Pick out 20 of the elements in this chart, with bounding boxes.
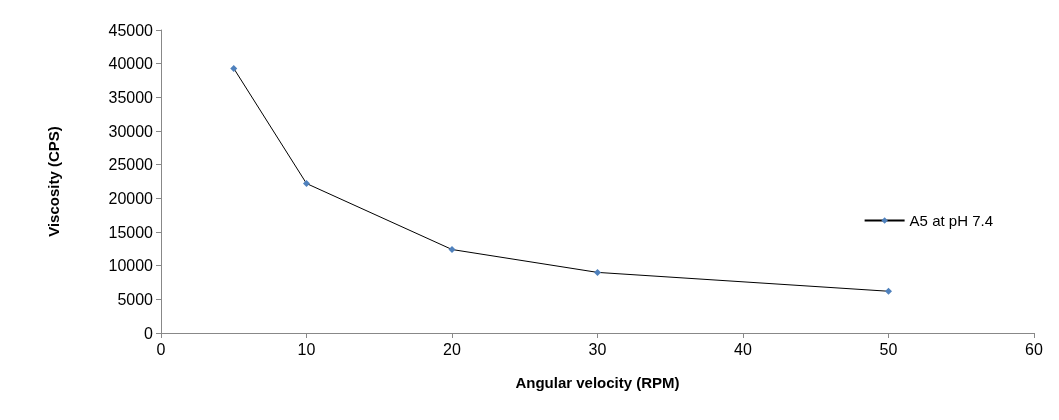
y-tick-label: 25000 bbox=[108, 156, 154, 174]
x-tick-label: 50 bbox=[879, 340, 898, 358]
y-axis-title: Viscosity (CPS) bbox=[45, 126, 62, 237]
y-tick-label: 5000 bbox=[117, 290, 154, 308]
y-tick-label: 30000 bbox=[108, 122, 154, 140]
x-axis-title: Angular velocity (RPM) bbox=[515, 374, 680, 391]
x-tick-label: 10 bbox=[297, 340, 316, 358]
y-tick-label: 15000 bbox=[108, 223, 154, 241]
legend-label: A5 at pH 7.4 bbox=[909, 212, 993, 229]
x-tick-label: 0 bbox=[156, 340, 166, 358]
y-tick-label: 20000 bbox=[108, 189, 154, 207]
y-tick-label: 10000 bbox=[108, 257, 154, 275]
y-tick-label: 0 bbox=[144, 324, 154, 342]
x-tick-label: 20 bbox=[443, 340, 461, 358]
x-tick-label: 60 bbox=[1025, 340, 1043, 358]
y-tick-label: 35000 bbox=[108, 88, 154, 106]
y-tick-label: 40000 bbox=[108, 55, 154, 73]
x-tick-label: 30 bbox=[588, 340, 607, 358]
x-tick-label: 40 bbox=[734, 340, 752, 358]
y-tick-label: 45000 bbox=[108, 21, 154, 39]
